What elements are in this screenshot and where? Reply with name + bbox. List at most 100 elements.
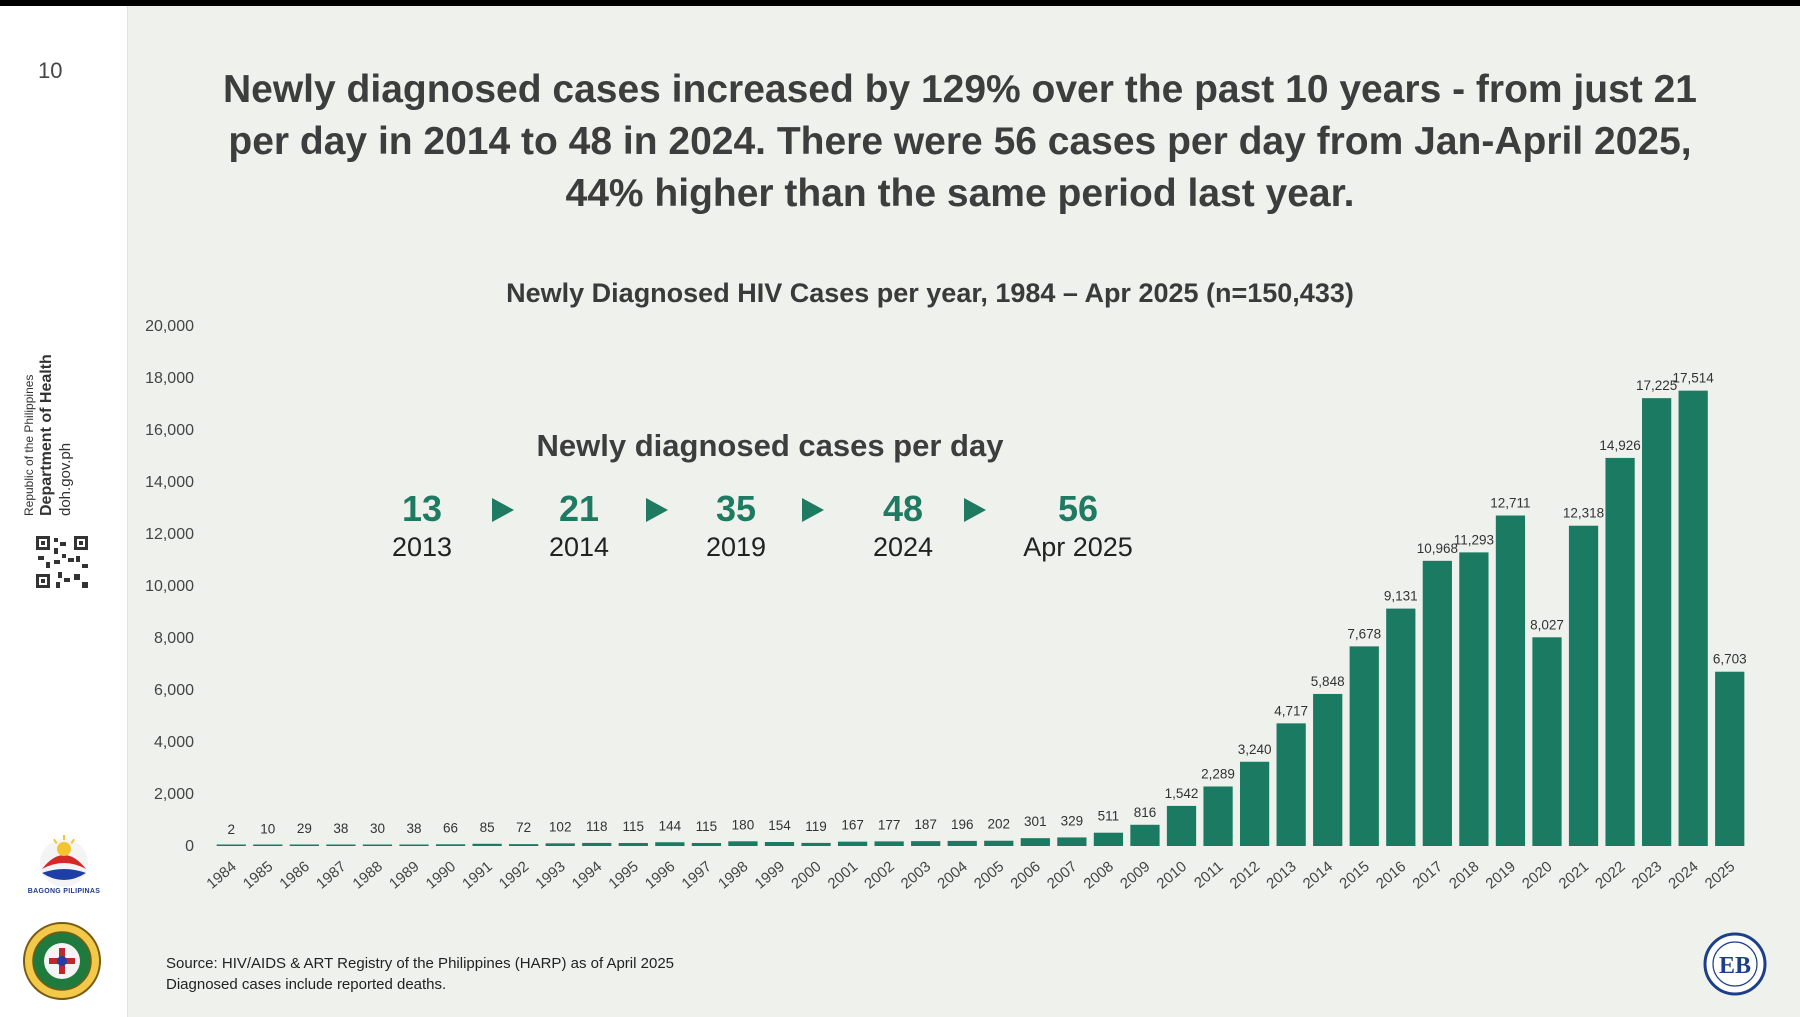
y-tick-label: 6,000	[154, 682, 194, 699]
per-day-item: 21 2014	[509, 488, 649, 564]
bar-2004	[947, 840, 977, 846]
x-tick-label: 1992	[496, 858, 532, 892]
per-day-period: 2013	[391, 532, 453, 562]
x-tick-label: 2001	[825, 858, 861, 892]
x-tick-label: 1986	[276, 858, 312, 892]
svg-text:EB: EB	[1719, 953, 1751, 979]
bar-2015	[1349, 646, 1379, 846]
value-label: 118	[586, 819, 608, 834]
value-label: 72	[516, 820, 531, 835]
source-line: Source: HIV/AIDS & ART Registry of the P…	[166, 955, 675, 972]
y-tick-label: 14,000	[145, 474, 194, 491]
x-tick-label: 2007	[1044, 858, 1080, 892]
cases-per-day-title: Newly diagnosed cases per day	[536, 428, 1004, 463]
headline-line-2: per day in 2014 to 48 in 2024. There wer…	[228, 120, 1692, 163]
x-tick-label: 1985	[240, 858, 276, 892]
x-tick-label: 2013	[1263, 858, 1299, 892]
x-tick-label: 2014	[1300, 858, 1336, 892]
x-tick-label: 2017	[1409, 858, 1445, 892]
y-tick-label: 16,000	[145, 422, 194, 439]
bar-2010	[1166, 805, 1197, 846]
page-number: 10	[38, 58, 63, 83]
value-label: 66	[443, 820, 458, 835]
x-tick-label: 2015	[1336, 858, 1372, 892]
x-tick-label: 2000	[788, 858, 824, 892]
value-label: 202	[988, 817, 1011, 832]
value-label: 187	[914, 817, 937, 832]
x-tick-label: 1987	[313, 858, 349, 892]
x-tick-label: 1998	[715, 858, 751, 892]
x-tick-label: 1993	[532, 858, 568, 892]
play-arrow-icon	[646, 498, 668, 522]
x-tick-label: 1997	[678, 858, 714, 892]
bar-1998	[728, 841, 758, 846]
value-label: 115	[623, 819, 645, 834]
bar-2024	[1678, 390, 1708, 846]
source-note-line: Diagnosed cases include reported deaths.	[166, 976, 447, 993]
value-label: 5,848	[1311, 674, 1345, 689]
value-label: 180	[732, 817, 755, 832]
bar-2014	[1313, 693, 1343, 846]
value-label: 115	[696, 819, 718, 834]
bar-1994	[582, 842, 612, 846]
bar-2008	[1093, 832, 1124, 846]
bar-1984	[216, 844, 246, 846]
per-day-period: 2014	[548, 532, 610, 562]
bar-2011	[1203, 786, 1233, 846]
x-tick-label: 1984	[203, 858, 239, 892]
bar-1989	[399, 844, 429, 846]
bar-1986	[289, 844, 319, 846]
bagong-pilipinas-logo-icon	[40, 835, 88, 887]
value-label: 144	[659, 818, 682, 833]
bar-2022	[1605, 457, 1635, 846]
x-tick-label: 1994	[569, 858, 605, 892]
value-label: 11,293	[1454, 532, 1494, 547]
value-label: 154	[768, 818, 791, 833]
bagong-pilipinas-label: BAGONG PILIPINAS	[27, 888, 101, 895]
bar-2016	[1386, 608, 1416, 846]
bar-2019	[1495, 515, 1526, 846]
headline-line-1: Newly diagnosed cases increased by 129% …	[222, 68, 1697, 111]
x-tick-label: 2008	[1080, 858, 1116, 892]
bar-2013	[1276, 723, 1306, 846]
value-label: 1,542	[1165, 786, 1199, 801]
value-label: 4,717	[1274, 703, 1308, 718]
value-labels: 2 10 29 38 30 38 66 85 72 102 118 115 144 115 180 154 11…	[228, 371, 1747, 837]
bar-chart: 0 2,000 4,000 6,000 8,000 10,000 12,000 14,000 1…	[145, 318, 1747, 893]
value-label: 38	[333, 821, 348, 836]
sidebar: 10 Republic of the Philippines Departmen…	[0, 6, 128, 1017]
x-tick-label: 1990	[423, 858, 459, 892]
x-tick-label: 1995	[605, 858, 641, 892]
value-label: 329	[1061, 813, 1084, 828]
x-tick-label: 1996	[642, 858, 678, 892]
x-tick-label: 2005	[971, 858, 1007, 892]
x-axis: 1984 1985 1986 1987 1988 1989 1990 1991 1992 1993…	[203, 858, 1738, 892]
play-arrow-icon	[802, 498, 824, 522]
value-label: 17,514	[1673, 371, 1715, 386]
x-tick-label: 2009	[1117, 858, 1153, 892]
bar-1991	[472, 843, 502, 846]
x-tick-label: 2021	[1556, 858, 1592, 892]
bar-1996	[655, 842, 685, 846]
x-tick-label: 1999	[752, 858, 788, 892]
value-label: 301	[1024, 814, 1047, 829]
x-tick-label: 2003	[898, 858, 934, 892]
play-arrow-icon	[964, 498, 986, 522]
per-day-period: 2024	[872, 532, 934, 562]
qr-code-icon	[34, 534, 90, 590]
bar-2018	[1459, 552, 1489, 846]
bar-2023	[1642, 398, 1672, 846]
value-label: 6,703	[1713, 652, 1747, 667]
value-label: 816	[1134, 805, 1157, 820]
x-tick-label: 1989	[386, 858, 422, 892]
value-label: 8,027	[1530, 617, 1564, 632]
value-label: 10,968	[1417, 541, 1458, 556]
bar-2025	[1715, 671, 1745, 846]
value-label: 2	[228, 822, 236, 837]
slide: 10 Republic of the Philippines Departmen…	[0, 6, 1800, 1017]
x-tick-label: 2024	[1665, 858, 1701, 892]
value-label: 119	[805, 819, 827, 834]
x-tick-label: 1988	[350, 858, 386, 892]
value-label: 30	[370, 821, 385, 836]
y-tick-label: 18,000	[145, 370, 194, 387]
